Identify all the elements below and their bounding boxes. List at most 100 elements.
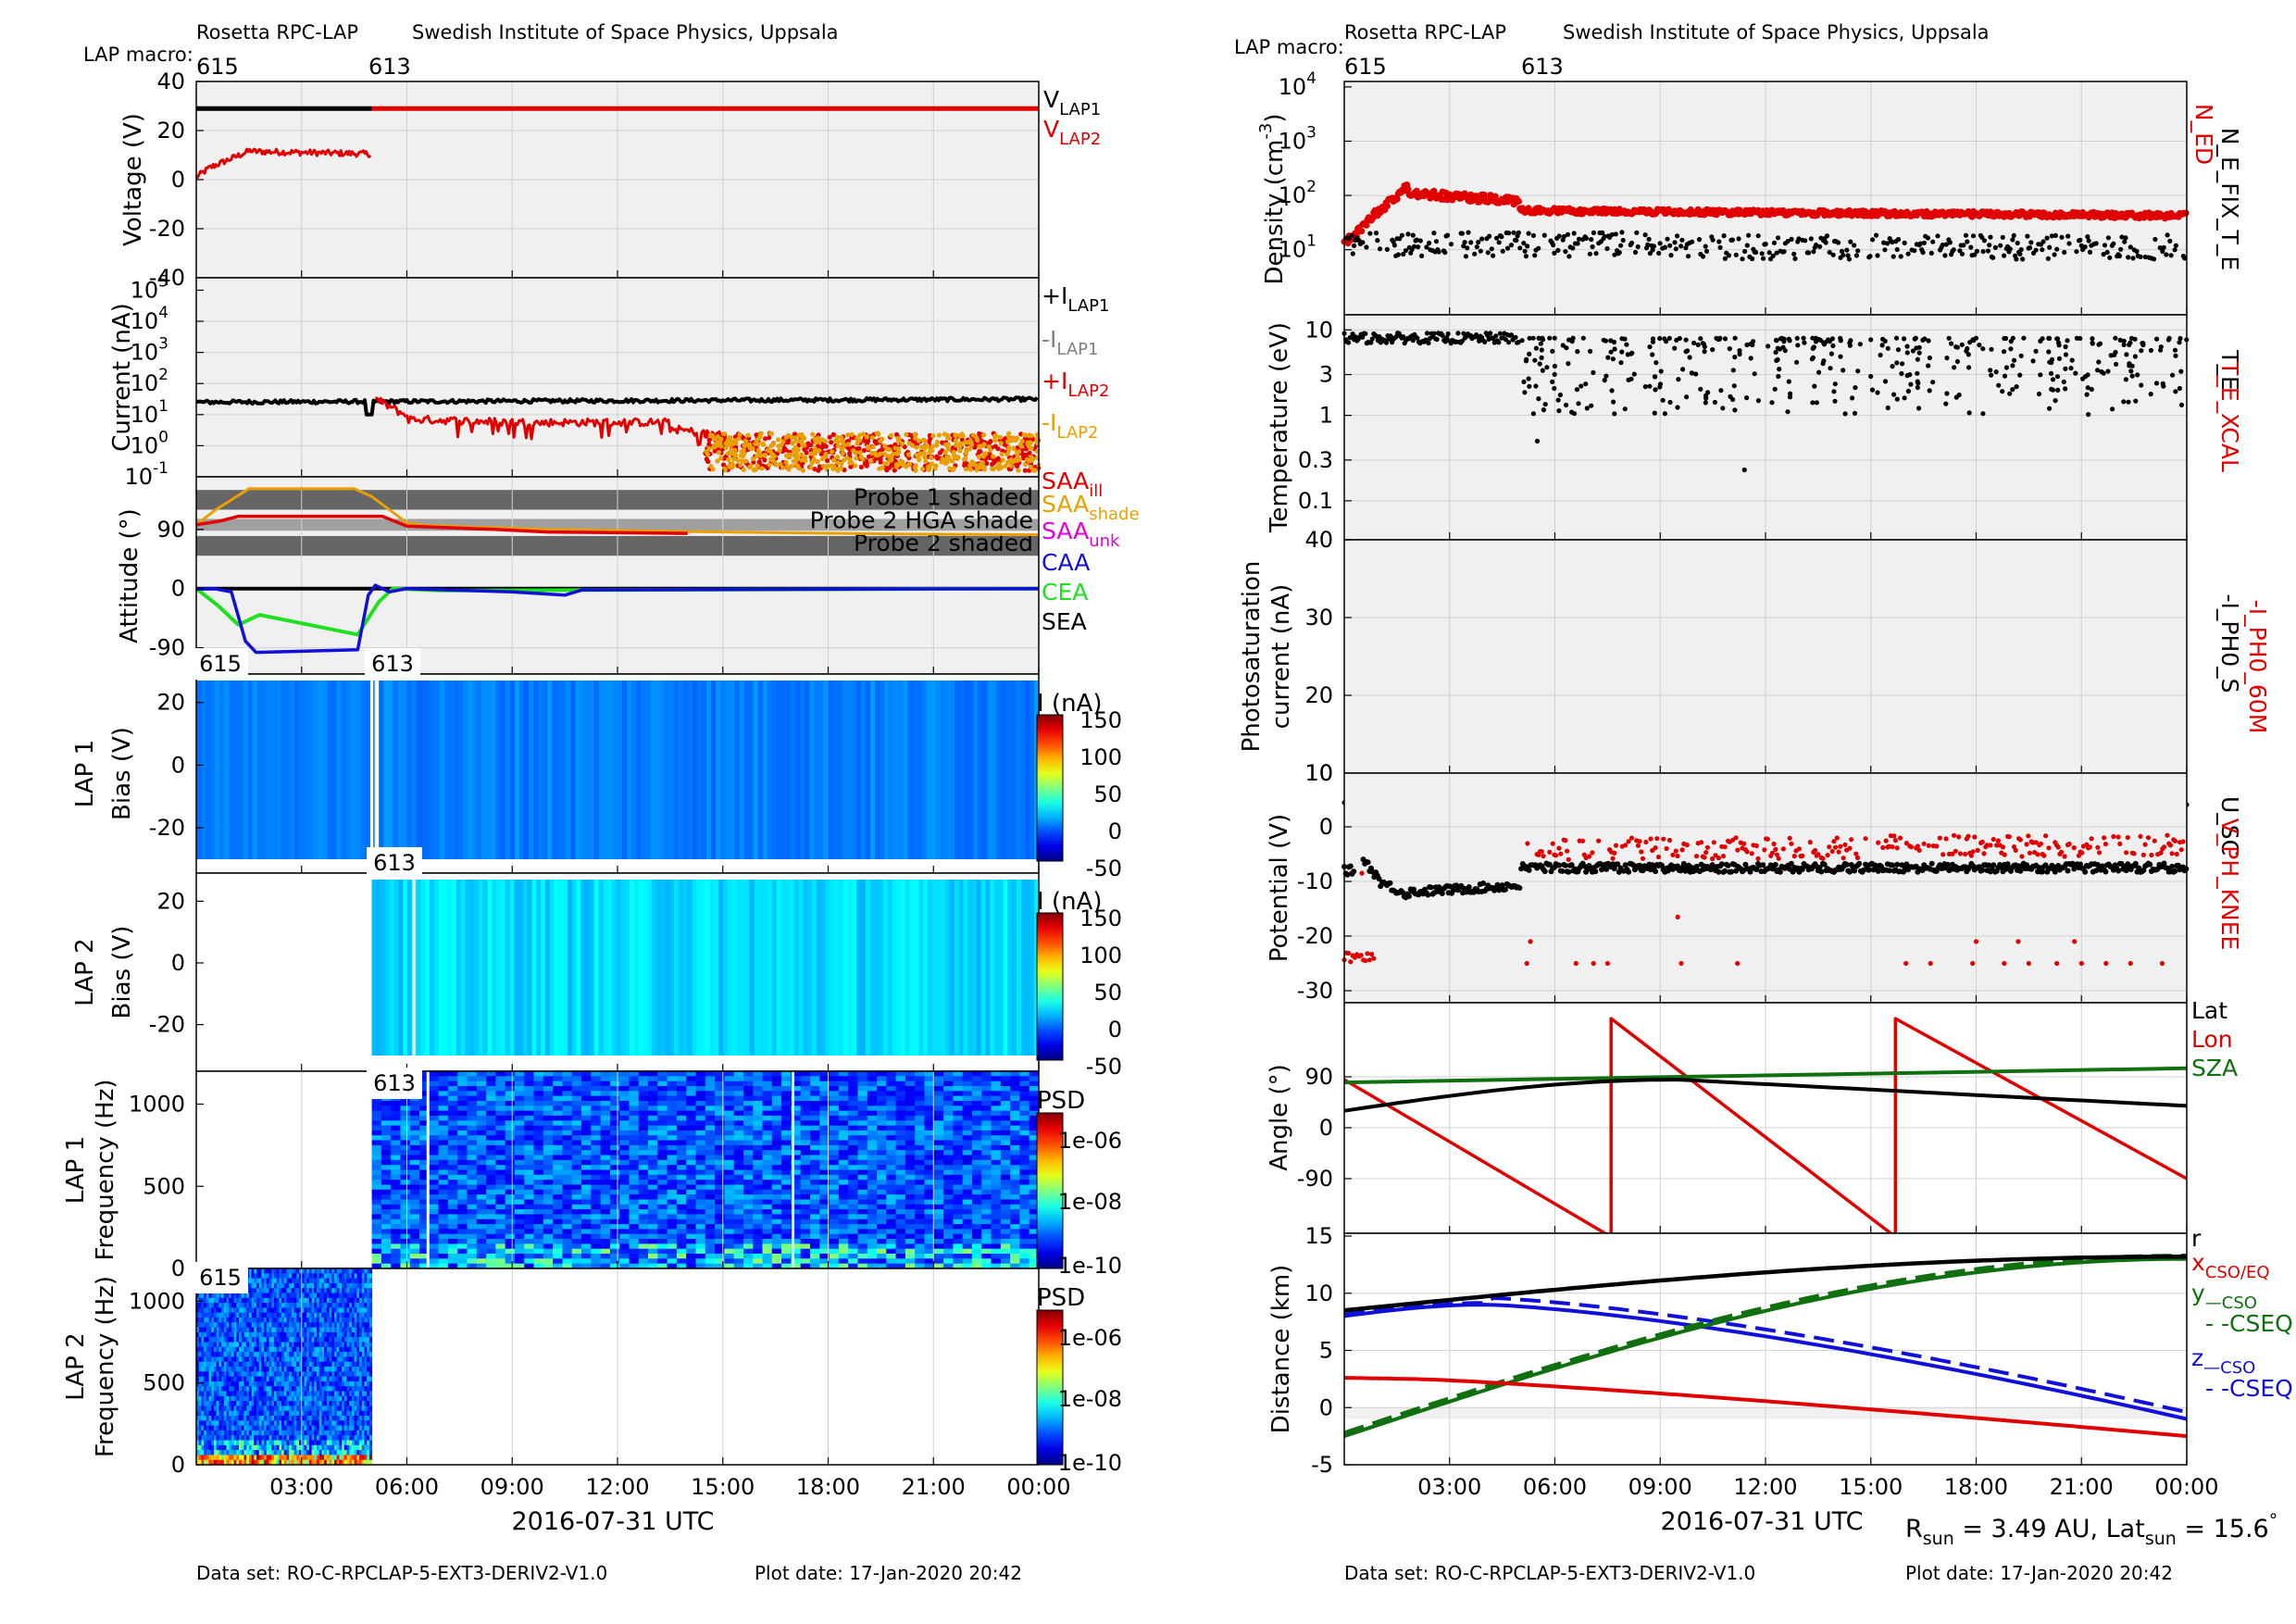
freq1-cell <box>581 1106 592 1112</box>
freq1-cell <box>676 1086 687 1092</box>
freq1-cell <box>686 1159 696 1166</box>
freq1-cell <box>486 1086 496 1092</box>
bias2-column <box>389 880 395 1056</box>
macro-613-right: 613 <box>1521 54 1564 80</box>
freq1-cell <box>848 1174 858 1181</box>
freq1-cell <box>838 1101 849 1106</box>
freq1-cell <box>781 1189 792 1195</box>
freq1-cell <box>657 1076 668 1082</box>
legend-attitude-5: SEA <box>1042 608 1087 635</box>
bias1-column <box>889 681 894 859</box>
freq1-cell <box>486 1095 496 1102</box>
freq1-cell <box>733 1258 744 1265</box>
freq1-cell <box>476 1081 487 1087</box>
freq1-cell <box>609 1095 620 1102</box>
freq1-cell <box>829 1218 840 1225</box>
freq1-cell <box>1010 1130 1020 1136</box>
bias2-cbar-tick-2: 50 <box>1093 980 1122 1006</box>
freq1-cell <box>447 1194 458 1200</box>
freq1-cell <box>676 1130 687 1136</box>
freq1-cell <box>991 1106 1002 1112</box>
freq1-cell <box>515 1125 525 1131</box>
freq1-cell <box>495 1174 506 1181</box>
freq1-cell <box>505 1120 516 1127</box>
freq1-cell <box>571 1125 582 1131</box>
freq1-cell <box>524 1076 535 1082</box>
bias2-column <box>611 880 618 1056</box>
freq1-cell <box>638 1189 649 1195</box>
freq1-cell <box>629 1086 640 1092</box>
freq1-cell <box>505 1194 516 1200</box>
freq1-cell <box>409 1180 420 1185</box>
freq1-cell <box>553 1229 563 1235</box>
freq1-cell <box>991 1091 1002 1097</box>
freq1-cell <box>724 1194 735 1200</box>
freq1-cell <box>591 1169 602 1176</box>
freq1-cell <box>515 1115 525 1121</box>
freq1-cell <box>657 1130 668 1136</box>
freq1-cell <box>467 1150 478 1156</box>
freq1-cell <box>895 1159 906 1166</box>
freq1-cell <box>381 1130 392 1136</box>
series-ilap2-minus-points-point <box>882 461 888 467</box>
freq1-cell <box>457 1095 468 1102</box>
freq1-cell <box>686 1180 696 1185</box>
freq1-cell <box>972 1229 982 1235</box>
bias2-column <box>816 880 822 1056</box>
freq1-cell <box>829 1095 840 1102</box>
freq1-cell <box>486 1165 496 1170</box>
freq1-cell <box>933 1159 944 1166</box>
freq1-cell <box>591 1071 602 1077</box>
freq1-cell <box>495 1239 506 1244</box>
freq1-cell <box>886 1204 897 1210</box>
freq1-cell <box>429 1209 440 1215</box>
series-ilap2-minus-points-point <box>992 438 998 443</box>
freq1-cell <box>457 1189 468 1195</box>
freq1-cell <box>933 1115 944 1121</box>
bias2-column <box>758 880 764 1056</box>
freq1-cell <box>591 1258 602 1265</box>
freq1-cell <box>457 1224 468 1230</box>
freq1-cell <box>829 1106 840 1112</box>
freq1-cell <box>695 1174 706 1181</box>
bias2-column <box>576 880 581 1056</box>
bias1-tag-613: 613 <box>371 651 414 677</box>
freq1-cell <box>857 1209 868 1215</box>
freq1-cell <box>657 1165 668 1170</box>
freq1-cell <box>391 1150 401 1156</box>
freq1-cell <box>619 1076 630 1082</box>
freq1-cell <box>409 1165 420 1170</box>
freq1-cell <box>543 1189 554 1195</box>
series-ilap2-plus-points-point <box>1015 445 1020 451</box>
freq1-cell <box>1000 1180 1011 1185</box>
freq1-cell <box>829 1155 840 1161</box>
freq1-cell <box>686 1239 696 1244</box>
freq1-cell <box>1019 1233 1030 1240</box>
freq1-cell <box>743 1101 754 1106</box>
freq1-cell <box>543 1218 554 1225</box>
freq1-cell <box>743 1254 754 1259</box>
series-ilap2-minus-points-point <box>855 441 860 446</box>
bias1-column <box>607 681 614 859</box>
freq1-cell <box>600 1115 611 1121</box>
freq1-cell <box>609 1258 620 1265</box>
freq1-cell <box>705 1233 716 1240</box>
freq1-cell <box>724 1140 735 1146</box>
bias1-column <box>664 681 670 859</box>
freq1-cell <box>505 1199 516 1206</box>
freq1-cell <box>495 1081 506 1087</box>
freq1-cell <box>886 1120 897 1127</box>
freq1-cell <box>562 1091 573 1097</box>
freq1-cell <box>591 1189 602 1195</box>
freq1-cell <box>629 1194 640 1200</box>
freq2-cell <box>208 1416 212 1421</box>
freq1-cell <box>619 1218 630 1225</box>
freq1-cell <box>895 1155 906 1161</box>
freq1-cell <box>476 1140 487 1146</box>
freq1-cell <box>457 1155 468 1161</box>
freq1-cell <box>838 1159 849 1166</box>
freq1-cell <box>905 1229 916 1235</box>
freq1-cell <box>600 1184 611 1191</box>
freq1-cell <box>667 1199 678 1206</box>
freq1-cell <box>877 1229 887 1235</box>
